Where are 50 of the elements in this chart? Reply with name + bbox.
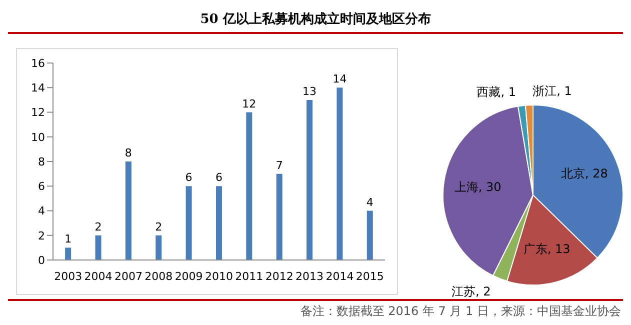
slice-label: 北京, 28	[560, 166, 608, 180]
x-tick-label: 2007	[114, 270, 142, 283]
y-tick-label: 6	[38, 180, 45, 194]
bar	[276, 174, 282, 260]
x-tick-label: 2003	[54, 270, 82, 283]
data-label: 14	[332, 72, 347, 86]
bar	[186, 186, 192, 260]
bar	[366, 210, 373, 260]
data-label: 6	[215, 171, 222, 184]
x-tick-label: 2014	[326, 270, 354, 283]
slice-label: 广东, 13	[523, 242, 570, 256]
slice-label: 西藏, 1	[476, 84, 516, 99]
bar	[216, 186, 222, 260]
y-tick-label: 14	[31, 82, 45, 95]
x-tick-label: 2010	[205, 270, 233, 283]
x-tick-label: 2004	[84, 270, 112, 283]
x-tick-label: 2008	[144, 270, 173, 283]
slice-label: 上海, 30	[454, 180, 502, 194]
data-label: 8	[124, 146, 132, 160]
y-tick-label: 2	[38, 229, 45, 242]
text: 备注：数据截至 2016 年 7 月 1 日，来源：中国基金业协会	[300, 303, 621, 320]
x-tick-label: 2015	[356, 270, 384, 283]
y-tick-label: 8	[38, 155, 45, 168]
bar	[65, 248, 72, 260]
bar	[156, 235, 162, 260]
bar	[125, 162, 132, 260]
x-tick-label: 2009	[174, 270, 203, 283]
bar	[306, 100, 313, 260]
y-tick-label: 0	[38, 254, 45, 267]
data-label: 6	[185, 171, 192, 184]
data-label: 13	[302, 84, 317, 98]
y-tick-label: 4	[38, 204, 45, 218]
slice-label: 浙江, 1	[532, 84, 572, 98]
x-tick-label: 2013	[296, 270, 324, 283]
data-label: 1	[64, 232, 72, 246]
bar	[95, 235, 102, 260]
data-label: 12	[242, 97, 256, 110]
y-tick-label: 16	[31, 56, 45, 70]
data-label: 7	[276, 158, 283, 172]
x-tick-label: 2011	[235, 270, 264, 283]
chart-title: 50 亿以上私募机构成立时间及地区分布	[199, 10, 432, 28]
x-tick-label: 2012	[265, 270, 294, 283]
data-label: 2	[155, 220, 162, 234]
data-label: 4	[366, 196, 374, 209]
y-tick-label: 12	[31, 106, 45, 120]
slice-label: 江苏, 2	[451, 284, 491, 299]
bar	[336, 88, 343, 260]
y-tick-label: 10	[31, 130, 45, 144]
bar	[246, 112, 252, 260]
data-label: 2	[94, 220, 102, 234]
